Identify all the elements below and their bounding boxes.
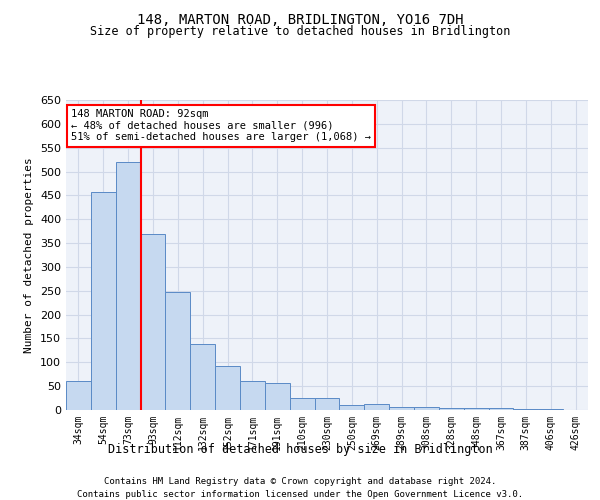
- Bar: [215, 366, 240, 410]
- Bar: [290, 398, 314, 410]
- Y-axis label: Number of detached properties: Number of detached properties: [25, 157, 34, 353]
- Text: 148 MARTON ROAD: 92sqm
← 48% of detached houses are smaller (996)
51% of semi-de: 148 MARTON ROAD: 92sqm ← 48% of detached…: [71, 110, 371, 142]
- Text: Size of property relative to detached houses in Bridlington: Size of property relative to detached ho…: [90, 25, 510, 38]
- Text: 148, MARTON ROAD, BRIDLINGTON, YO16 7DH: 148, MARTON ROAD, BRIDLINGTON, YO16 7DH: [137, 12, 463, 26]
- Text: Contains public sector information licensed under the Open Government Licence v3: Contains public sector information licen…: [77, 490, 523, 499]
- Bar: [464, 408, 488, 410]
- Bar: [314, 398, 340, 410]
- Bar: [340, 405, 364, 410]
- Bar: [91, 192, 116, 410]
- Bar: [364, 404, 389, 410]
- Text: Distribution of detached houses by size in Bridlington: Distribution of detached houses by size …: [107, 442, 493, 456]
- Bar: [414, 407, 439, 410]
- Bar: [240, 382, 265, 410]
- Bar: [488, 408, 514, 410]
- Bar: [389, 406, 414, 410]
- Bar: [140, 234, 166, 410]
- Bar: [66, 382, 91, 410]
- Bar: [190, 344, 215, 410]
- Bar: [116, 162, 140, 410]
- Bar: [514, 408, 538, 410]
- Bar: [166, 292, 190, 410]
- Bar: [265, 383, 290, 410]
- Bar: [538, 409, 563, 410]
- Bar: [439, 408, 464, 410]
- Text: Contains HM Land Registry data © Crown copyright and database right 2024.: Contains HM Land Registry data © Crown c…: [104, 478, 496, 486]
